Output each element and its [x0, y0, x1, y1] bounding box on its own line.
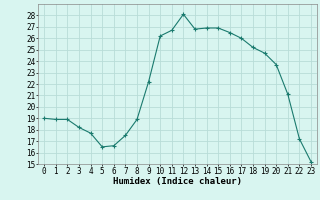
X-axis label: Humidex (Indice chaleur): Humidex (Indice chaleur) — [113, 177, 242, 186]
